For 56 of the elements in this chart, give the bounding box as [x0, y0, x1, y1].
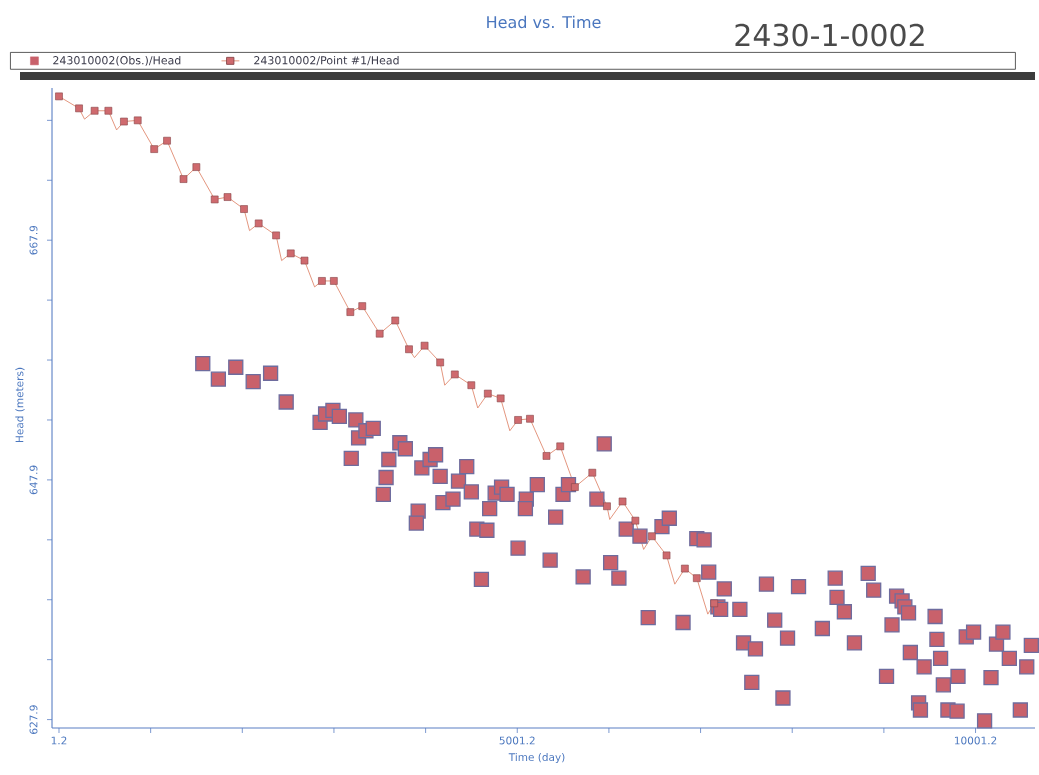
- point: [104, 106, 113, 115]
- point: [571, 483, 579, 491]
- point: [451, 370, 459, 379]
- point: [542, 452, 551, 460]
- y-tick-label: 667.9: [29, 225, 38, 255]
- point: [436, 358, 444, 367]
- point: [133, 116, 142, 125]
- point: [648, 532, 656, 541]
- point: [55, 92, 63, 101]
- chart-title: Head vs. Time: [487, 15, 601, 29]
- point: [693, 574, 701, 582]
- point: [603, 502, 611, 511]
- point: [192, 163, 201, 171]
- point: [375, 329, 384, 338]
- point: [405, 345, 413, 354]
- point: [300, 256, 309, 265]
- x-tick-label: 5001.2: [499, 736, 535, 745]
- y-tick-label: 647.9: [29, 465, 38, 495]
- point: [710, 599, 719, 608]
- y-axis-title: Head (meters): [15, 367, 25, 442]
- point: [588, 468, 597, 477]
- point: [286, 249, 295, 258]
- point: [662, 551, 671, 560]
- point: [210, 195, 219, 204]
- point: [179, 175, 188, 183]
- point: [484, 389, 492, 398]
- point: [420, 341, 429, 350]
- point: [75, 104, 83, 113]
- x-tick-label: 10001.2: [954, 736, 997, 745]
- point: [346, 308, 355, 316]
- point: [163, 136, 171, 145]
- point: [90, 106, 99, 115]
- x-tick-label: 1.2: [51, 736, 67, 745]
- text: 2430-1-0002: [735, 23, 924, 47]
- point: [330, 277, 338, 285]
- point: [120, 117, 128, 126]
- y-tick-label: 627.9: [29, 705, 38, 734]
- point: [496, 394, 505, 403]
- point: [391, 316, 400, 325]
- point: [514, 416, 522, 424]
- point: [526, 414, 534, 423]
- point: [631, 516, 640, 525]
- point: [272, 231, 280, 240]
- x-axis-title: Time (day): [508, 752, 565, 764]
- point: [150, 145, 158, 153]
- point: [681, 564, 689, 573]
- point: [240, 205, 248, 213]
- point: [618, 497, 627, 506]
- point: [254, 219, 263, 228]
- point: [358, 302, 367, 310]
- point: [318, 277, 326, 285]
- point: [556, 442, 565, 451]
- legend-label: 243010002(Obs.)/Head: [53, 55, 181, 66]
- legend-label: 243010002/Point #1/Head: [254, 55, 399, 66]
- point: [467, 381, 476, 390]
- point: [223, 193, 232, 201]
